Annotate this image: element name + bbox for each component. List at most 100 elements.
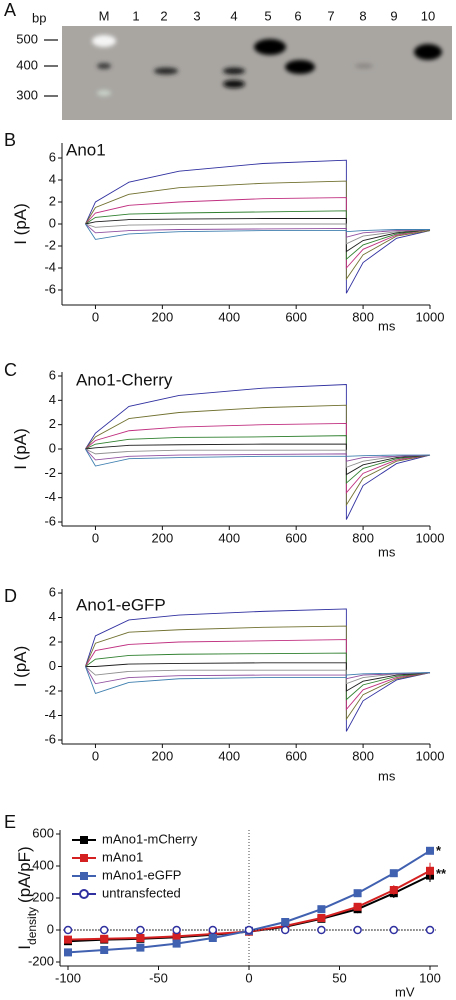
y-tick-label: 200: [32, 889, 54, 904]
lane-label: 8: [359, 8, 366, 23]
marker: [317, 905, 326, 914]
marker: [63, 925, 73, 935]
y-tick-label: 4: [49, 609, 56, 624]
x-axis-label: ms: [378, 318, 396, 333]
marker: [64, 935, 72, 944]
x-tick-label: 0: [245, 970, 252, 985]
y-axis-label: I (pA): [11, 203, 30, 245]
trace: [85, 443, 431, 476]
y-axis-label-main: I (pA): [11, 428, 30, 470]
y-tick-label: 2: [49, 633, 56, 648]
marker: [208, 925, 218, 935]
x-tick-label: 400: [218, 748, 240, 763]
y-tick-label: 4: [49, 171, 56, 186]
lane-label: 1: [132, 8, 139, 23]
lane-label: 5: [264, 8, 271, 23]
y-tick-label: 0: [47, 921, 54, 936]
x-tick-label: 0: [92, 748, 99, 763]
gel-band: [154, 67, 178, 75]
lane-label: 6: [294, 8, 301, 23]
gel-band: [355, 63, 373, 69]
trace: [84, 608, 431, 732]
gel-band: [254, 39, 286, 55]
marker: [389, 925, 399, 935]
y-tick-label: 0: [49, 440, 56, 455]
marker: [208, 934, 217, 942]
y-axis-label-sub: density: [25, 907, 39, 945]
annotation: **: [436, 866, 447, 881]
marker: [425, 925, 435, 935]
y-tick-label: -4: [44, 259, 56, 274]
y-tick-label: -200: [28, 953, 54, 968]
legend-marker: [80, 854, 88, 862]
marker: [281, 918, 290, 926]
y-axis-label: Idensity (pA/pF): [15, 846, 39, 949]
y-tick-label: -6: [44, 513, 56, 528]
x-tick-label: 0: [92, 530, 99, 545]
x-tick-label: 1000: [416, 530, 445, 545]
trace: [85, 422, 431, 495]
trace: [85, 218, 431, 253]
gel-band: [97, 90, 111, 96]
y-tick-label: -4: [44, 489, 56, 504]
panel-label: C: [4, 360, 17, 380]
y-tick-label: 600: [32, 825, 54, 840]
marker: [136, 943, 145, 952]
legend-marker: [80, 836, 88, 844]
gel-band: [285, 60, 315, 74]
gel-band: [97, 63, 111, 69]
y-tick-label: -4: [44, 707, 56, 722]
panel-label: D: [4, 586, 17, 606]
y-tick-label: -6: [44, 731, 56, 746]
trace: [85, 435, 431, 485]
gel-band: [414, 44, 442, 60]
marker: [353, 925, 362, 935]
panel-label: B: [4, 130, 16, 150]
panel-label: A: [4, 0, 16, 20]
panel-label: E: [4, 812, 16, 832]
x-tick-label: 800: [352, 748, 374, 763]
trace: [85, 180, 431, 281]
trace: [85, 223, 430, 240]
y-axis-label-main: I: [15, 945, 34, 950]
trace: [85, 223, 431, 238]
gel-bands: [92, 35, 442, 96]
y-tick-label: -2: [44, 465, 56, 480]
size-label: 300: [16, 87, 38, 102]
marker: [172, 939, 181, 948]
trace: [85, 652, 431, 701]
trace: [85, 666, 431, 685]
x-axis-label: mV: [395, 984, 415, 999]
marker: [100, 946, 109, 954]
y-tick-label: -2: [44, 237, 56, 252]
trace: [85, 159, 431, 294]
x-tick-label: 50: [332, 970, 346, 985]
marker: [280, 925, 290, 935]
x-tick-label: -50: [149, 970, 168, 985]
x-tick-label: 800: [352, 309, 374, 324]
marker: [426, 866, 434, 875]
lane-label: 10: [421, 8, 435, 23]
x-tick-label: 1000: [416, 748, 445, 763]
marker: [99, 925, 109, 935]
x-tick-label: 0: [92, 309, 99, 324]
marker: [136, 925, 145, 935]
x-tick-label: 200: [152, 530, 174, 545]
y-tick-label: -6: [44, 281, 56, 296]
lane-label: 4: [230, 8, 237, 23]
legend-marker: [79, 889, 89, 899]
x-tick-label: -100: [55, 970, 81, 985]
lane-label: 9: [390, 8, 397, 23]
y-tick-label: 0: [49, 658, 56, 673]
chart-title: Ano1-eGFP: [76, 595, 166, 614]
trace: [85, 625, 431, 721]
marker: [389, 886, 398, 894]
x-tick-label: 200: [152, 309, 174, 324]
marker: [100, 934, 109, 943]
x-tick-label: 100: [419, 970, 441, 985]
size-label: 400: [16, 57, 38, 72]
lane-label: 3: [193, 8, 200, 23]
legend-label: untransfected: [102, 885, 181, 900]
